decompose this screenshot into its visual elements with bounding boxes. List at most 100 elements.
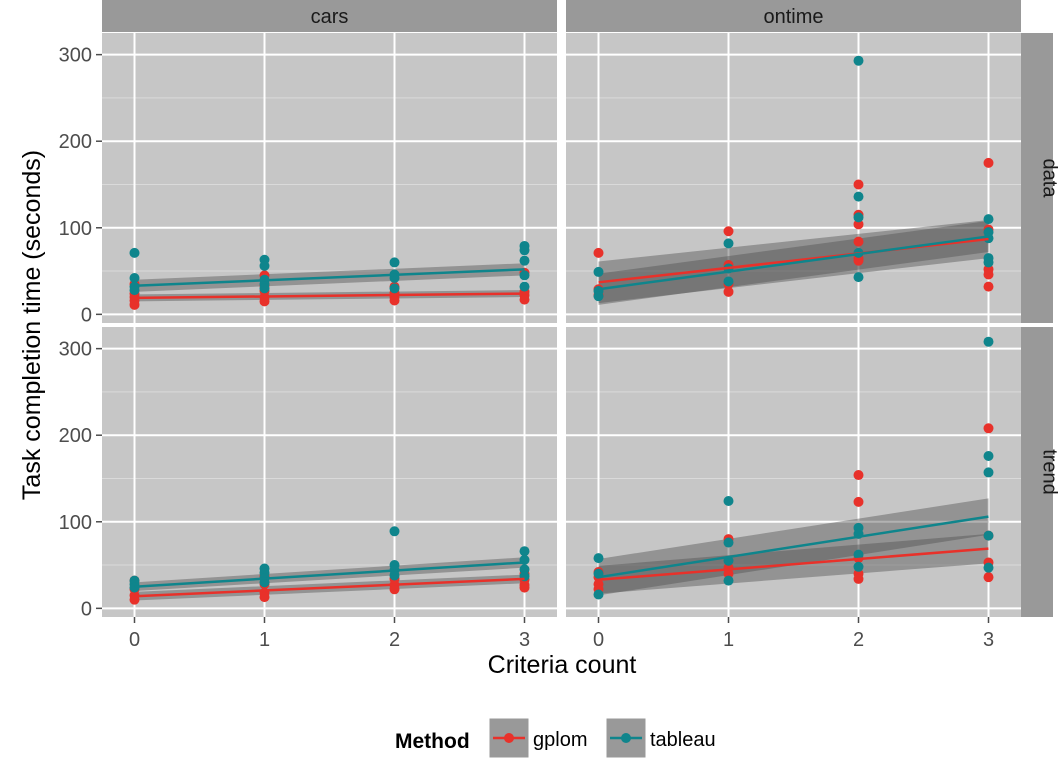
data-point-tableau [389, 257, 400, 268]
data-point-tableau [519, 281, 530, 292]
data-point-tableau [389, 570, 400, 581]
data-point-tableau [593, 589, 604, 600]
data-point-tableau [983, 530, 994, 541]
trend-line-tableau [598, 515, 989, 579]
trend-line-gplom [134, 292, 525, 300]
data-point-tableau [129, 582, 140, 593]
legend-title: Method [395, 730, 470, 753]
panel-background [566, 327, 1021, 617]
y-tick-label: 200 [59, 425, 92, 447]
data-point-gplom [853, 179, 864, 190]
panel-background [566, 33, 1021, 323]
data-point-tableau [129, 247, 140, 258]
data-point-tableau [389, 283, 400, 294]
panel-cars-trend [102, 327, 557, 617]
x-tick-label: 3 [519, 629, 530, 651]
data-point-tableau [853, 212, 864, 223]
data-point-gplom [983, 269, 994, 280]
data-point-gplom [983, 423, 994, 434]
y-tick-label: 200 [59, 131, 92, 153]
data-point-gplom [593, 247, 604, 258]
data-point-tableau [723, 575, 734, 586]
trend-line-tableau [598, 235, 989, 291]
panel-ontime-trend [566, 327, 1021, 617]
x-tick-label: 2 [853, 629, 864, 651]
data-point-tableau [983, 214, 994, 225]
x-tick-label: 0 [593, 629, 604, 651]
x-tick-label: 2 [389, 629, 400, 651]
data-point-tableau [853, 55, 864, 66]
trend-line-gplom [598, 547, 989, 582]
y-tick-label: 300 [59, 45, 92, 67]
data-point-gplom [853, 470, 864, 481]
data-point-tableau [983, 336, 994, 347]
data-point-gplom [983, 572, 994, 583]
data-point-gplom [723, 286, 734, 297]
facet-label-cars: cars [311, 6, 349, 28]
data-point-gplom [259, 592, 270, 603]
legend: Method gplom tableau [395, 717, 716, 759]
data-point-tableau [593, 266, 604, 277]
data-point-gplom [983, 157, 994, 168]
trend-line-tableau [134, 561, 525, 588]
data-point-gplom [389, 295, 400, 306]
data-point-gplom [519, 582, 530, 593]
data-point-gplom [853, 236, 864, 247]
panel-cars-data [102, 33, 557, 323]
data-point-gplom [853, 573, 864, 584]
legend-key-point-gplom [504, 733, 514, 743]
y-tick-label: 100 [59, 512, 92, 534]
data-point-tableau [259, 283, 270, 294]
data-point-tableau [983, 450, 994, 461]
y-tick-label: 0 [81, 304, 92, 326]
data-point-tableau [853, 272, 864, 283]
panel-background [102, 33, 557, 323]
data-point-tableau [519, 546, 530, 557]
data-point-tableau [519, 564, 530, 575]
panel-ontime-data [566, 33, 1021, 323]
data-point-tableau [519, 245, 530, 256]
data-point-tableau [723, 238, 734, 249]
legend-key-point-tableau [621, 733, 631, 743]
x-tick-label: 3 [983, 629, 994, 651]
data-point-tableau [723, 276, 734, 287]
facet-strip-cars [102, 0, 557, 32]
data-point-gplom [983, 281, 994, 292]
y-tick-label: 0 [81, 598, 92, 620]
data-point-tableau [519, 270, 530, 281]
data-point-tableau [853, 549, 864, 560]
data-point-tableau [983, 467, 994, 478]
data-point-gplom [259, 296, 270, 307]
y-tick-label: 300 [59, 339, 92, 361]
trend-line-gplom [134, 577, 525, 598]
data-point-gplom [853, 219, 864, 230]
x-tick-label: 1 [259, 629, 270, 651]
y-tick-label: 100 [59, 218, 92, 240]
facet-strip-trend [1020, 327, 1053, 617]
data-point-tableau [593, 291, 604, 302]
data-point-tableau [983, 562, 994, 573]
panel-background [102, 327, 557, 617]
data-point-tableau [519, 255, 530, 266]
data-point-tableau [389, 526, 400, 537]
data-point-gplom [853, 496, 864, 507]
facet-label-trend: trend [1039, 449, 1058, 495]
data-point-gplom [853, 255, 864, 266]
data-point-tableau [723, 496, 734, 506]
facet-strip-data [1020, 33, 1053, 323]
legend-label-tableau: tableau [650, 729, 716, 751]
data-point-tableau [593, 553, 604, 564]
x-axis-title: Criteria count [488, 651, 637, 679]
data-point-gplom [519, 294, 530, 305]
facet-label-ontime: ontime [763, 6, 823, 28]
x-tick-label: 1 [723, 629, 734, 651]
data-point-gplom [129, 299, 140, 310]
data-point-tableau [129, 285, 140, 296]
data-point-tableau [723, 537, 734, 548]
y-axis-title: Task completion time (seconds) [18, 150, 46, 500]
facet-strip-ontime [566, 0, 1021, 32]
data-point-gplom [723, 226, 734, 237]
data-point-tableau [853, 191, 864, 202]
data-point-tableau [129, 272, 140, 283]
